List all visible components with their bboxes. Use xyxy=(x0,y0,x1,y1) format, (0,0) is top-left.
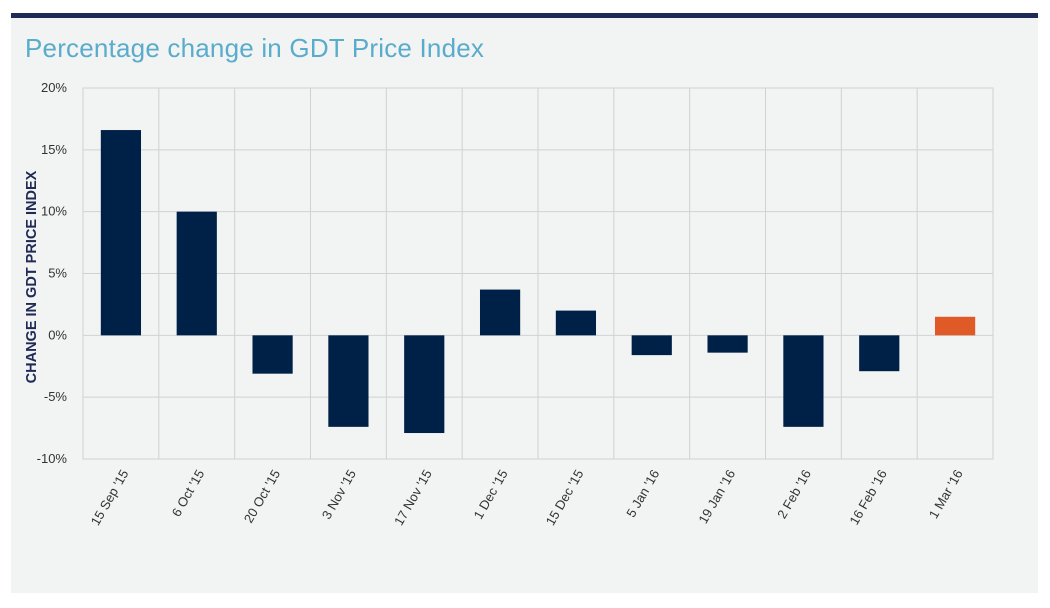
bar xyxy=(404,335,445,434)
y-tick-label: 5% xyxy=(48,266,67,281)
bar xyxy=(859,335,900,372)
y-axis-label: CHANGE IN GDT PRICE INDEX xyxy=(24,170,40,383)
x-tick-label: 2 Feb '16 xyxy=(774,467,814,521)
x-tick-label: 19 Jan '16 xyxy=(695,467,738,526)
y-tick-label: 0% xyxy=(48,327,67,342)
bar xyxy=(783,335,824,427)
chart-title: Percentage change in GDT Price Index xyxy=(25,33,485,63)
bar xyxy=(328,335,369,427)
y-tick-label: 20% xyxy=(41,80,67,95)
y-tick-labels: 20% 15% 10% 5% 0% -5% -10% xyxy=(37,80,68,466)
x-tick-label: 5 Jan '16 xyxy=(623,467,662,520)
top-accent-bar xyxy=(11,13,1038,18)
bar xyxy=(479,289,521,336)
bar xyxy=(707,335,748,353)
bars-group xyxy=(100,130,976,434)
x-tick-label: 1 Dec '15 xyxy=(470,467,510,522)
x-tick-label: 3 Nov '15 xyxy=(319,467,359,522)
bar xyxy=(631,335,672,356)
y-tick-label: -5% xyxy=(44,389,68,404)
bar xyxy=(252,335,293,374)
bar xyxy=(176,211,217,336)
bar xyxy=(555,310,597,336)
bar xyxy=(934,316,976,336)
y-tick-label: 10% xyxy=(41,204,67,219)
x-tick-label: 17 Nov '15 xyxy=(391,467,435,528)
x-tick-label: 20 Oct '15 xyxy=(241,467,283,525)
x-tick-label: 1 Mar '16 xyxy=(926,467,966,521)
y-tick-label: -10% xyxy=(37,451,68,466)
grid-lines xyxy=(82,87,994,460)
x-tick-label: 15 Sep '15 xyxy=(88,467,132,528)
x-tick-label: 15 Dec '15 xyxy=(543,467,587,528)
x-tick-labels: 15 Sep '15 6 Oct '15 20 Oct '15 3 Nov '15 17… xyxy=(88,467,966,528)
x-tick-label: 16 Feb '16 xyxy=(846,467,890,527)
y-tick-label: 15% xyxy=(41,142,67,157)
bar xyxy=(100,130,142,336)
x-tick-label: 6 Oct '15 xyxy=(169,467,208,519)
